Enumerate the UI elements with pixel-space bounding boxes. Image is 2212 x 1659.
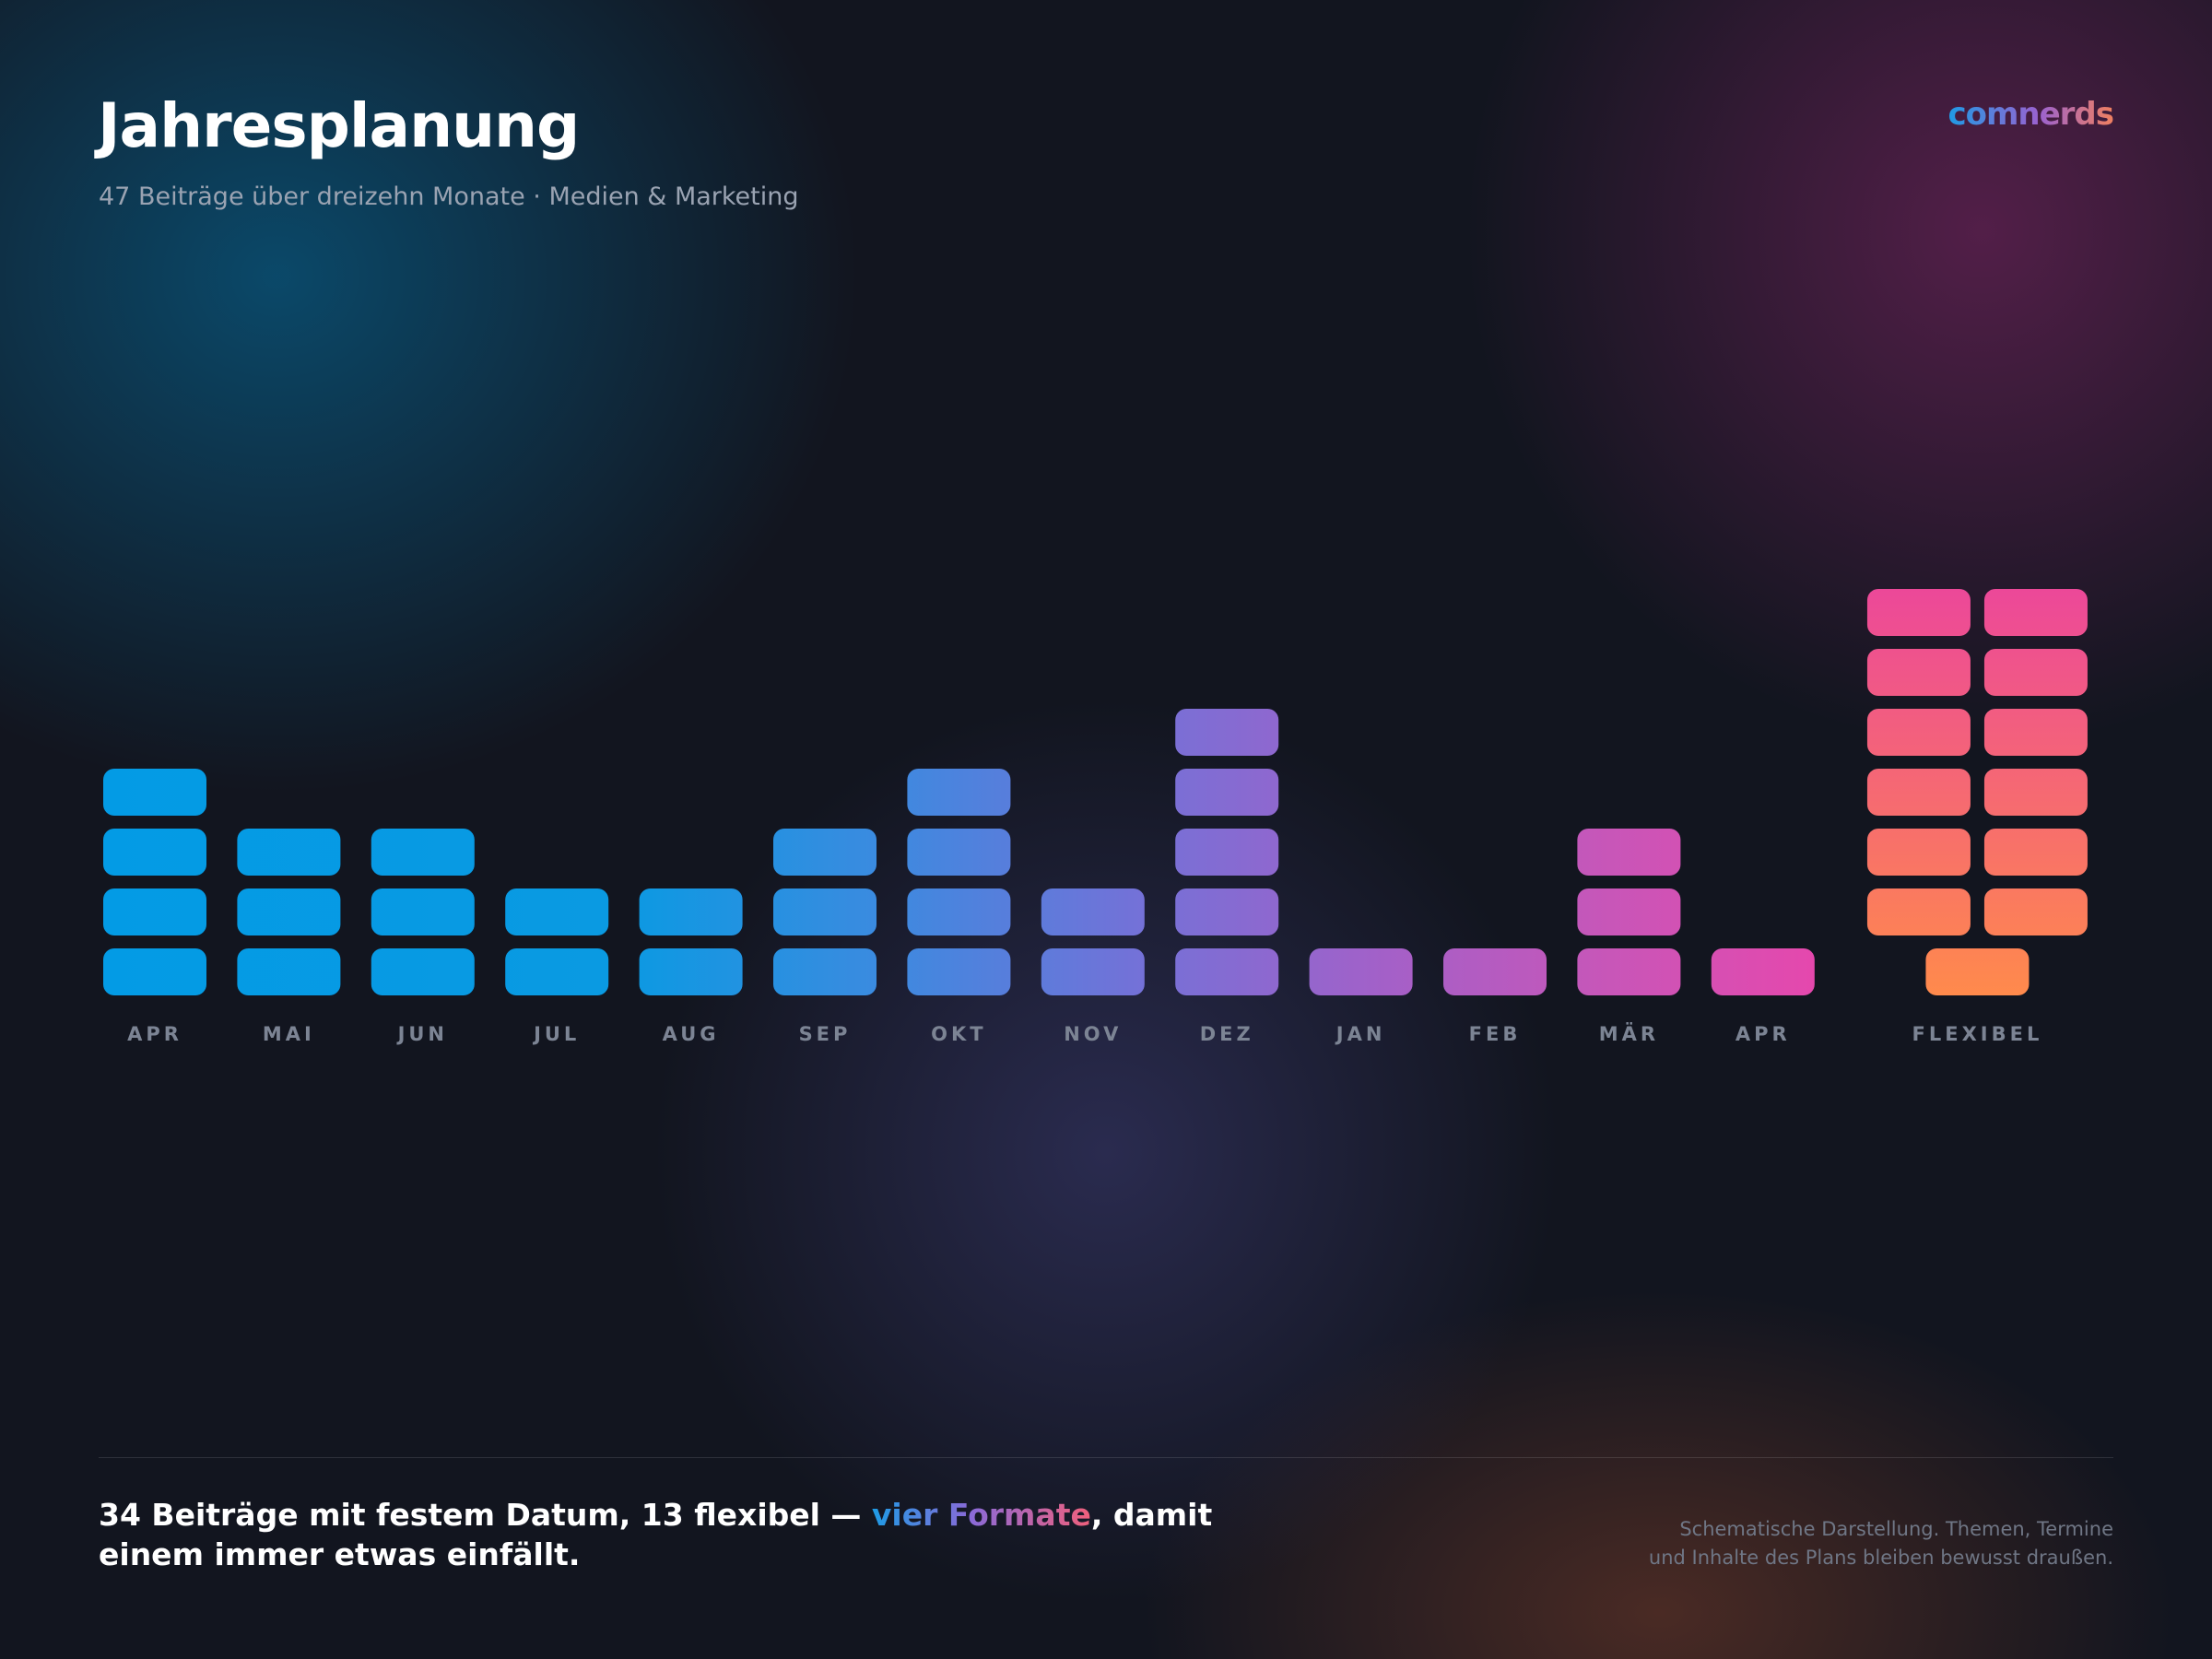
headline-text: , damit einem immer etwas einfällt. bbox=[99, 1497, 1213, 1572]
block bbox=[907, 888, 1011, 935]
block bbox=[1175, 769, 1279, 816]
divider bbox=[99, 1457, 2113, 1458]
block bbox=[103, 948, 206, 995]
category-label: MÄR bbox=[1599, 1022, 1659, 1045]
category-label: NOV bbox=[1064, 1023, 1122, 1045]
block bbox=[1866, 769, 1971, 816]
block bbox=[505, 888, 609, 935]
block bbox=[907, 948, 1011, 995]
block bbox=[505, 948, 609, 995]
subtitle: 47 Beiträge über dreizehn Monate · Medie… bbox=[99, 182, 799, 211]
logo: comnerds bbox=[1947, 96, 2114, 133]
block bbox=[103, 829, 206, 876]
block bbox=[1983, 589, 2088, 636]
block bbox=[1175, 948, 1279, 995]
block bbox=[1983, 709, 2088, 756]
block bbox=[237, 829, 341, 876]
category-label: SEP bbox=[799, 1023, 852, 1045]
block bbox=[1983, 888, 2088, 935]
headline-highlight: vier Formate bbox=[871, 1497, 1091, 1533]
block bbox=[907, 829, 1011, 876]
category-label: AUG bbox=[663, 1023, 720, 1045]
headline: 34 Beiträge mit festem Datum, 13 flexibe… bbox=[99, 1495, 1315, 1574]
block bbox=[103, 888, 206, 935]
block bbox=[1866, 888, 1971, 935]
block bbox=[1577, 829, 1681, 876]
category-label: DEZ bbox=[1200, 1023, 1254, 1045]
block bbox=[639, 888, 743, 935]
block bbox=[773, 829, 877, 876]
category-label: JAN bbox=[1335, 1023, 1386, 1045]
block bbox=[773, 888, 877, 935]
block bbox=[907, 769, 1011, 816]
category-label: APR bbox=[1735, 1023, 1791, 1045]
note-line: Schematische Darstellung. Themen, Termin… bbox=[1679, 1518, 2113, 1540]
category-label: FLEXIBEL bbox=[1912, 1023, 2043, 1045]
block bbox=[1866, 649, 1971, 696]
block bbox=[1041, 948, 1145, 995]
category-label: MAI bbox=[263, 1023, 315, 1045]
block bbox=[1866, 589, 1971, 636]
block bbox=[1175, 888, 1279, 935]
block bbox=[1577, 948, 1681, 995]
block bbox=[1309, 948, 1413, 995]
block bbox=[1983, 829, 2088, 876]
note-line: und Inhalte des Plans bleiben bewusst dr… bbox=[1648, 1547, 2113, 1569]
block bbox=[1711, 948, 1815, 995]
block bbox=[639, 948, 743, 995]
category-label: OKT bbox=[931, 1023, 986, 1045]
block bbox=[237, 888, 341, 935]
block bbox=[1925, 948, 2030, 995]
category-label: JUN bbox=[396, 1023, 448, 1045]
headline-text: 34 Beiträge mit festem Datum, 13 flexibe… bbox=[99, 1497, 872, 1533]
category-label: JUL bbox=[532, 1023, 580, 1045]
block bbox=[371, 948, 475, 995]
note: Schematische Darstellung. Themen, Termin… bbox=[1649, 1515, 2113, 1572]
block bbox=[1577, 888, 1681, 935]
title: Jahresplanung bbox=[98, 90, 580, 161]
block bbox=[1175, 829, 1279, 876]
block bbox=[103, 769, 206, 816]
block bbox=[1983, 649, 2088, 696]
category-label: FEB bbox=[1469, 1023, 1522, 1045]
block bbox=[1041, 888, 1145, 935]
block bbox=[237, 948, 341, 995]
block bbox=[371, 888, 475, 935]
block bbox=[1443, 948, 1547, 995]
block bbox=[773, 948, 877, 995]
block bbox=[1866, 829, 1971, 876]
category-label: APR bbox=[127, 1023, 182, 1045]
block bbox=[1983, 769, 2088, 816]
block bbox=[1175, 709, 1279, 756]
block bbox=[1866, 709, 1971, 756]
block bbox=[371, 829, 475, 876]
